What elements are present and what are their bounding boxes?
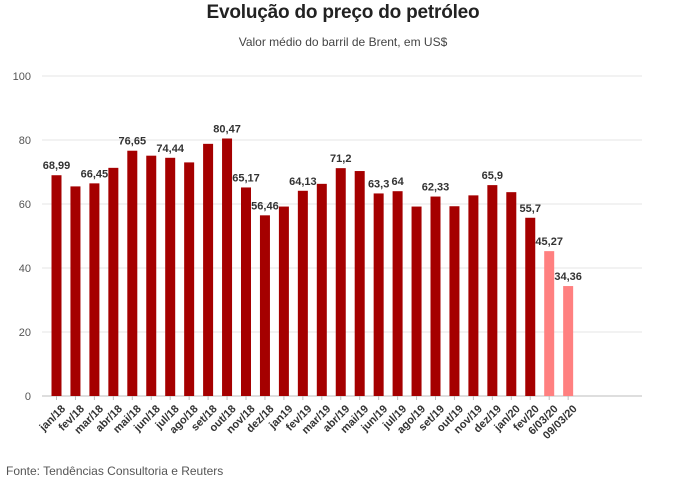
data-label: 64 <box>391 176 404 188</box>
data-label: 64,13 <box>289 176 317 188</box>
bar <box>487 185 498 396</box>
chart-title: Evolução do preço do petróleo <box>206 2 480 23</box>
data-label: 65,17 <box>232 172 260 184</box>
data-label: 62,33 <box>422 182 450 194</box>
data-label: 55,7 <box>520 203 541 215</box>
bar <box>335 168 346 396</box>
bar <box>506 192 517 396</box>
bar-series <box>51 138 574 396</box>
data-label: 71,2 <box>330 153 351 165</box>
bar <box>222 138 233 396</box>
bar <box>184 162 195 396</box>
y-axis: 0 20 40 60 80 100 <box>13 71 31 403</box>
data-label: 65,9 <box>482 170 503 182</box>
source-note: Fonte: Tendências Consultoria e Reuters <box>6 464 224 478</box>
y-tick-label: 40 <box>19 263 31 275</box>
bar <box>297 190 308 396</box>
bar <box>241 187 251 396</box>
bar <box>127 150 138 396</box>
data-label: 66,45 <box>81 168 109 180</box>
bar <box>411 206 422 396</box>
bar <box>165 157 176 396</box>
bar <box>278 206 289 396</box>
bar <box>525 217 536 396</box>
chart-subtitle: Valor médio do barril de Brent, em US$ <box>238 35 448 49</box>
data-label: 45,27 <box>535 236 563 248</box>
bar <box>70 186 81 396</box>
bar <box>354 171 365 396</box>
x-axis: jan/18fev/18mar/18abr/18mai/18jun/18jul/… <box>37 396 580 442</box>
y-tick-label: 60 <box>19 199 31 211</box>
bar <box>146 155 157 396</box>
data-label: 76,65 <box>119 136 147 148</box>
y-tick-label: 20 <box>19 327 31 339</box>
bar <box>544 251 555 396</box>
y-tick-label: 0 <box>25 391 31 403</box>
y-tick-label: 100 <box>13 71 31 83</box>
bar <box>203 143 214 396</box>
bar <box>373 193 384 396</box>
data-label: 80,47 <box>213 123 241 135</box>
data-label: 56,46 <box>251 200 279 212</box>
bar <box>449 206 460 396</box>
bar <box>51 175 62 396</box>
bar <box>430 196 441 396</box>
bar <box>392 191 403 396</box>
bar <box>563 286 574 396</box>
bar <box>468 195 479 396</box>
bar <box>259 215 270 396</box>
data-label: 63,3 <box>368 178 389 190</box>
data-label: 68,99 <box>43 160 71 172</box>
bar <box>108 167 119 396</box>
data-label: 34,36 <box>554 271 582 283</box>
bar <box>316 183 327 396</box>
bar <box>89 183 100 396</box>
data-label: 74,44 <box>156 143 184 155</box>
y-tick-label: 80 <box>19 135 31 147</box>
data-labels: 68,99 66,45 76,65 74,44 80,47 65,17 56,46 64,13… <box>43 123 582 283</box>
